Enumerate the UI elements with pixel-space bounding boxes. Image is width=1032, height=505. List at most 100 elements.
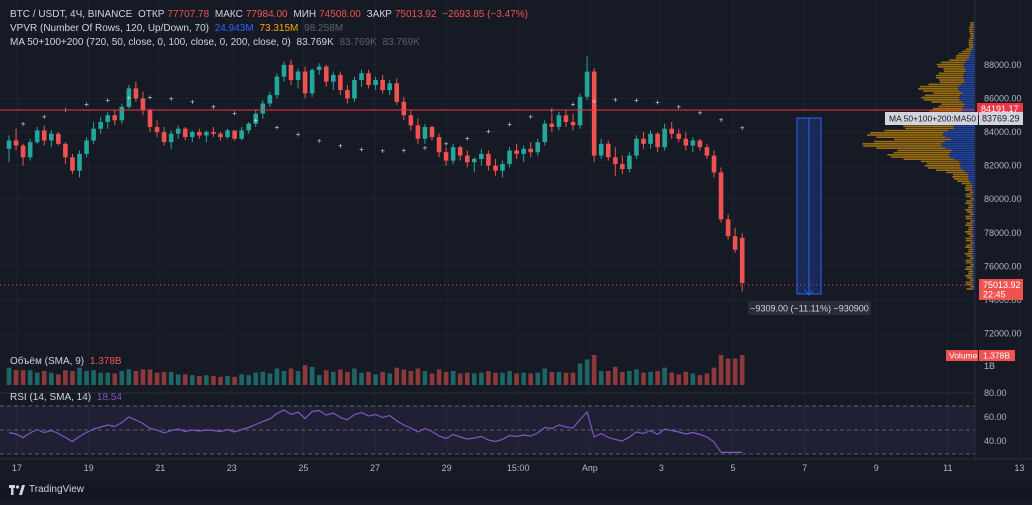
vp-bar-down: [968, 272, 973, 275]
vp-bar-up: [964, 81, 975, 83]
rsi-legend[interactable]: RSI (14, SMA, 14) 18.54: [10, 392, 125, 403]
candle-body: [725, 219, 731, 237]
candle-body: [295, 71, 301, 80]
vp-bar-down: [970, 35, 974, 37]
vp-bar-up: [961, 83, 975, 86]
close-label: ЗАКР: [366, 9, 392, 20]
candle-body: [591, 71, 597, 156]
vp-bar-down: [967, 206, 973, 209]
vp-bar-up: [941, 143, 975, 145]
volume-label[interactable]: Объём (SMA, 9): [10, 356, 85, 367]
vp-bar-down: [968, 226, 974, 229]
vp-bar-down: [867, 134, 943, 136]
candle-body: [204, 132, 209, 136]
volume-bar: [535, 372, 541, 385]
vp-bar-down: [943, 70, 966, 72]
vp-bar-up: [973, 24, 975, 26]
tradingview-brand[interactable]: TradingView: [9, 484, 84, 495]
ma-label[interactable]: MA 50+100+200 (720, 50, close, 0, 100, c…: [10, 37, 291, 48]
high-value: 77984.00: [245, 9, 288, 20]
vp-bar-up: [972, 48, 975, 50]
vp-bar-up: [972, 253, 975, 255]
vp-bar-down: [936, 77, 964, 79]
candle-body: [556, 115, 562, 128]
candle-body: [472, 158, 477, 163]
vp-bar-down: [966, 48, 973, 50]
vp-bar-up: [960, 167, 975, 169]
time-axis-tick: 3: [659, 463, 664, 473]
vp-bar-up: [964, 103, 975, 105]
ma-dot: +: [465, 134, 470, 143]
vp-bar-down: [936, 63, 964, 66]
vp-bar-down: [965, 275, 973, 277]
volume-bar: [119, 371, 125, 385]
vp-bar-up: [973, 213, 975, 215]
volume-bar: [655, 371, 660, 385]
candle-body: [352, 79, 357, 99]
volume-bar: [204, 375, 209, 385]
time-axis-tick: 5: [730, 463, 735, 473]
vp-bar-down: [969, 26, 974, 28]
vp-bar-up: [942, 134, 975, 136]
volume-bar: [105, 372, 110, 385]
vp-bar-up: [973, 220, 975, 222]
volume-bar: [605, 371, 611, 385]
volume-bar: [697, 375, 703, 385]
volume-bar: [316, 375, 322, 385]
vp-bar-down: [920, 85, 959, 88]
candle-body: [493, 165, 498, 171]
vp-bar-down: [966, 200, 973, 202]
volume-bar: [246, 375, 251, 385]
vp-bar-up: [961, 101, 975, 103]
candle-body: [408, 115, 414, 126]
vp-bar-up: [963, 77, 975, 79]
vp-bar-up: [968, 176, 975, 178]
candle-body: [161, 132, 167, 143]
vp-bar-up: [972, 275, 975, 277]
rsi-axis-tick: 40.00: [984, 436, 1007, 446]
ma-dot: +: [655, 98, 660, 107]
vp-bar-up: [973, 191, 975, 193]
vp-bar-down: [970, 24, 974, 26]
symbol-legend[interactable]: BTC / USDT, 4Ч, BINANCE ОТКР 77707.78 МАК…: [10, 9, 531, 20]
vp-bar-down: [968, 39, 974, 42]
vp-bar-down: [970, 286, 974, 288]
ma-dot: +: [613, 95, 618, 104]
vp-bar-up: [954, 127, 975, 130]
vp-bar-down: [894, 138, 951, 141]
candle-body: [521, 148, 526, 154]
vp-bar-down: [967, 250, 973, 253]
time-axis-tick: 19: [84, 463, 94, 473]
candle-body: [338, 74, 343, 91]
vp-bar-up: [958, 96, 975, 99]
candle-body: [41, 130, 47, 141]
vpvr-label[interactable]: VPVR (Number Of Rows, 120, Up/Down, 70): [10, 23, 209, 34]
ma-dot: +: [592, 97, 597, 106]
vp-bar-up: [973, 28, 975, 31]
vp-bar-down: [955, 57, 970, 59]
vpvr-legend[interactable]: VPVR (Number Of Rows, 120, Up/Down, 70) …: [10, 23, 346, 34]
volume-bar: [112, 373, 118, 385]
vp-bar-down: [965, 239, 973, 242]
rsi-label[interactable]: RSI (14, SMA, 14): [10, 392, 92, 403]
vp-bar-down: [887, 154, 949, 156]
vp-bar-up: [973, 35, 975, 37]
ma-legend[interactable]: MA 50+100+200 (720, 50, close, 0, 100, c…: [10, 37, 423, 48]
symbol-title[interactable]: BTC / USDT, 4Ч, BINANCE: [10, 9, 133, 20]
candle-body: [732, 236, 738, 250]
vp-bar-up: [943, 132, 975, 134]
volume-bar: [556, 371, 562, 385]
vp-bar-down: [966, 277, 973, 279]
vp-bar-up: [972, 277, 975, 279]
candle-body: [98, 121, 103, 129]
ma-dot: +: [105, 96, 110, 105]
candle-body: [570, 121, 576, 126]
change-value: −2693.85 (−3.47%): [442, 9, 528, 20]
vp-bar-down: [936, 74, 964, 77]
vp-bar-up: [961, 110, 975, 112]
ma-price-tag: [979, 112, 1023, 125]
volume-bar: [507, 371, 512, 385]
volume-legend[interactable]: Объём (SMA, 9) 1.378B: [10, 356, 125, 367]
